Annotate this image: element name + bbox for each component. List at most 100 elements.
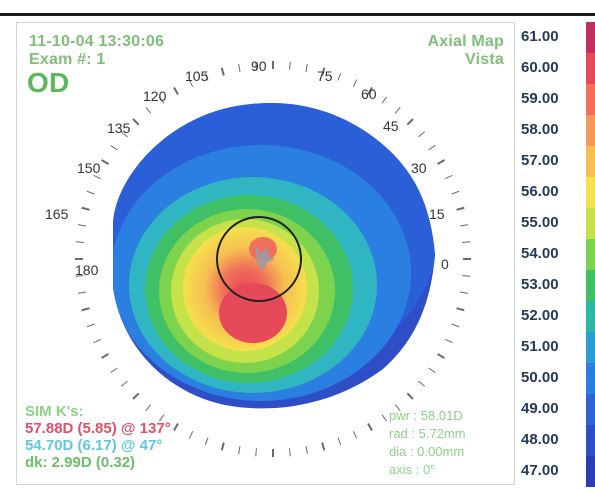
pupil-diameter: dia : 0.00mm xyxy=(389,444,465,459)
scale-swatch xyxy=(586,301,595,332)
degree-tick xyxy=(77,291,86,294)
sim-k-title: SIM K's: xyxy=(25,403,84,420)
eye-label: OD xyxy=(27,67,70,98)
degree-tick xyxy=(173,87,179,95)
scale-row: 58.00 xyxy=(518,115,595,146)
angle-label-135: 135 xyxy=(107,120,131,136)
scale-swatch xyxy=(586,270,595,301)
scale-swatch xyxy=(586,332,595,363)
degree-tick xyxy=(451,323,460,328)
scale-row: 53.00 xyxy=(518,270,595,301)
color-scale-legend: 61.00 60.00 59.00 58.00 57.00 56.00 55.0… xyxy=(518,22,595,487)
pupil-power: pwr : 58.01D xyxy=(389,408,463,423)
angle-label-75: 75 xyxy=(317,68,333,84)
scale-swatch xyxy=(586,177,595,208)
degree-tick xyxy=(462,241,471,243)
scale-value: 57.00 xyxy=(521,152,559,169)
map-type-label: Axial Map xyxy=(427,33,504,50)
degree-tick xyxy=(238,63,241,72)
degree-tick xyxy=(428,367,436,373)
scale-value: 56.00 xyxy=(521,183,559,200)
degree-tick xyxy=(110,367,118,373)
angle-label-90: 90 xyxy=(251,58,267,74)
scale-swatch xyxy=(586,146,595,177)
degree-tick xyxy=(75,241,84,243)
scale-value: 54.00 xyxy=(521,245,559,262)
degree-tick xyxy=(444,338,453,344)
degree-tick xyxy=(93,338,102,344)
degree-tick xyxy=(188,430,194,439)
scale-value: 55.00 xyxy=(521,214,559,231)
degree-tick xyxy=(121,380,128,387)
degree-tick xyxy=(220,442,225,451)
degree-tick xyxy=(101,159,109,165)
degree-tick xyxy=(255,448,257,457)
degree-tick xyxy=(132,118,140,126)
degree-tick xyxy=(456,307,465,312)
exam-number: Exam #: 1 xyxy=(29,51,106,68)
pupil-axis: axis : 0° xyxy=(389,462,436,477)
scale-swatch xyxy=(586,425,595,456)
degree-tick xyxy=(81,206,90,211)
degree-tick xyxy=(437,353,445,359)
degree-tick xyxy=(451,190,460,195)
degree-tick xyxy=(456,206,465,211)
degree-tick xyxy=(381,96,387,104)
degree-tick xyxy=(86,190,95,195)
scale-row: 56.00 xyxy=(518,177,595,208)
degree-tick xyxy=(173,423,179,431)
degree-tick xyxy=(289,448,291,457)
axial-map-panel: 180 165 150 135 120 105 90 75 60 45 30 1… xyxy=(16,22,515,485)
degree-tick xyxy=(145,404,152,411)
degree-tick xyxy=(437,159,445,165)
angle-label-180: 180 xyxy=(75,262,99,278)
scale-swatch xyxy=(586,115,595,146)
scale-row: 50.00 xyxy=(518,363,595,394)
scale-row: 47.00 xyxy=(518,456,595,487)
zone-60 xyxy=(219,283,287,343)
degree-tick xyxy=(145,107,152,114)
degree-tick xyxy=(352,430,358,439)
scale-row: 60.00 xyxy=(518,53,595,84)
scale-row: 54.00 xyxy=(518,239,595,270)
degree-tick xyxy=(121,131,128,138)
degree-tick xyxy=(337,72,342,81)
scale-value: 53.00 xyxy=(521,276,559,293)
degree-ring xyxy=(75,61,471,457)
angle-label-105: 105 xyxy=(185,68,209,84)
scale-value: 47.00 xyxy=(521,462,559,479)
scale-row: 55.00 xyxy=(518,208,595,239)
angle-label-60: 60 xyxy=(361,86,377,102)
degree-tick xyxy=(188,79,194,88)
scale-swatch xyxy=(586,53,595,84)
degree-tick xyxy=(428,145,436,151)
degree-tick xyxy=(321,442,326,451)
sim-k1-value: 57.88D (5.85) @ 137° xyxy=(25,420,171,437)
scale-row: 52.00 xyxy=(518,301,595,332)
scale-value: 50.00 xyxy=(521,369,559,386)
degree-tick xyxy=(444,174,453,180)
angle-label-15: 15 xyxy=(429,206,445,222)
degree-tick xyxy=(204,437,209,446)
scale-swatch xyxy=(586,84,595,115)
degree-tick xyxy=(77,224,86,227)
degree-tick xyxy=(204,72,209,81)
sim-k2-value: 54.70D (6.17) @ 47° xyxy=(25,437,163,454)
topography-map: 180 165 150 135 120 105 90 75 60 45 30 1… xyxy=(45,58,471,457)
degree-tick xyxy=(159,414,165,422)
degree-tick xyxy=(93,174,102,180)
scale-row: 57.00 xyxy=(518,146,595,177)
degree-tick xyxy=(101,353,109,359)
apex-zone xyxy=(249,237,277,261)
scale-value: 48.00 xyxy=(521,431,559,448)
degree-tick xyxy=(220,67,225,76)
pupil-circle xyxy=(216,216,302,302)
degree-tick xyxy=(305,63,308,72)
scale-swatch xyxy=(586,363,595,394)
degree-tick xyxy=(321,67,326,76)
degree-tick xyxy=(367,423,373,431)
angle-label-0: 0 xyxy=(441,256,449,272)
window-top-bar xyxy=(0,0,595,16)
scale-value: 51.00 xyxy=(521,338,559,355)
degree-tick xyxy=(110,145,118,151)
